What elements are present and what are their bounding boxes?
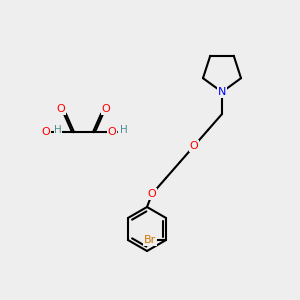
Text: O: O: [57, 104, 65, 114]
Text: O: O: [108, 127, 116, 137]
Text: O: O: [190, 141, 198, 151]
Text: N: N: [218, 87, 226, 97]
Text: H: H: [54, 125, 62, 135]
Text: O: O: [148, 189, 156, 199]
Text: H: H: [120, 125, 128, 135]
Text: Br: Br: [144, 235, 156, 245]
Text: O: O: [42, 127, 50, 137]
Text: O: O: [102, 104, 110, 114]
